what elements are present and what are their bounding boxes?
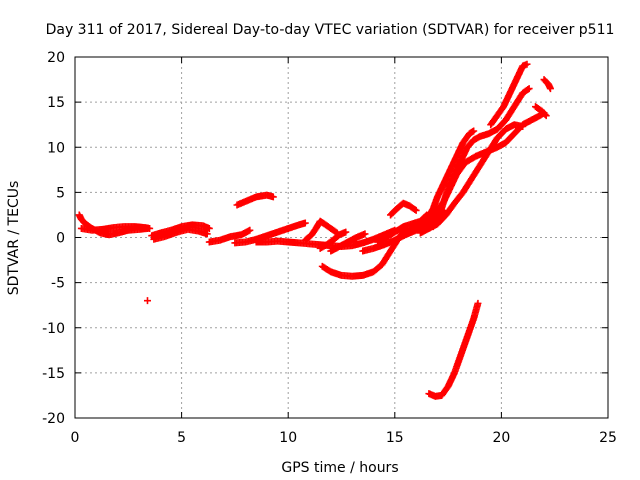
y-tick-label: 5 [56,185,65,201]
data-point [146,224,154,232]
data-point [361,230,369,238]
y-tick-label: 20 [47,50,65,66]
data-point [474,299,482,307]
data-point [269,193,277,201]
y-tick-label: -10 [42,321,65,337]
data-point [203,230,211,238]
y-tick-label: -20 [42,411,65,427]
data-point [205,224,213,232]
data-point [542,112,550,120]
data-point [470,127,478,135]
y-tick-label: 15 [47,95,65,111]
plot-frame [74,56,609,419]
data-point [412,206,420,214]
data-point [541,111,549,119]
data-points [75,60,554,400]
y-tick-label: 0 [56,231,65,247]
x-tick-label: 25 [599,430,617,446]
x-axis-label: GPS time / hours [281,460,398,476]
data-point [301,219,309,227]
data-point [519,122,527,130]
chart-title: Day 311 of 2017, Sidereal Day-to-day VTE… [46,22,615,38]
y-tick-label: -5 [51,276,65,292]
y-axis-label: SDTVAR / TECUs [6,181,22,296]
data-point [546,85,554,93]
data-point [342,228,350,236]
data-point [246,226,254,234]
x-tick-label: 20 [492,430,510,446]
x-tick-label: 5 [177,430,186,446]
x-tick-label: 10 [279,430,297,446]
x-tick-label: 0 [71,430,80,446]
y-tick-label: -15 [42,366,65,382]
data-point [525,85,533,93]
data-point [143,297,151,305]
x-tick-label: 15 [386,430,404,446]
data-point [411,206,419,214]
grid-lines [75,57,608,418]
y-tick-label: 10 [47,140,65,156]
data-point [523,60,531,68]
data-point [524,85,532,93]
